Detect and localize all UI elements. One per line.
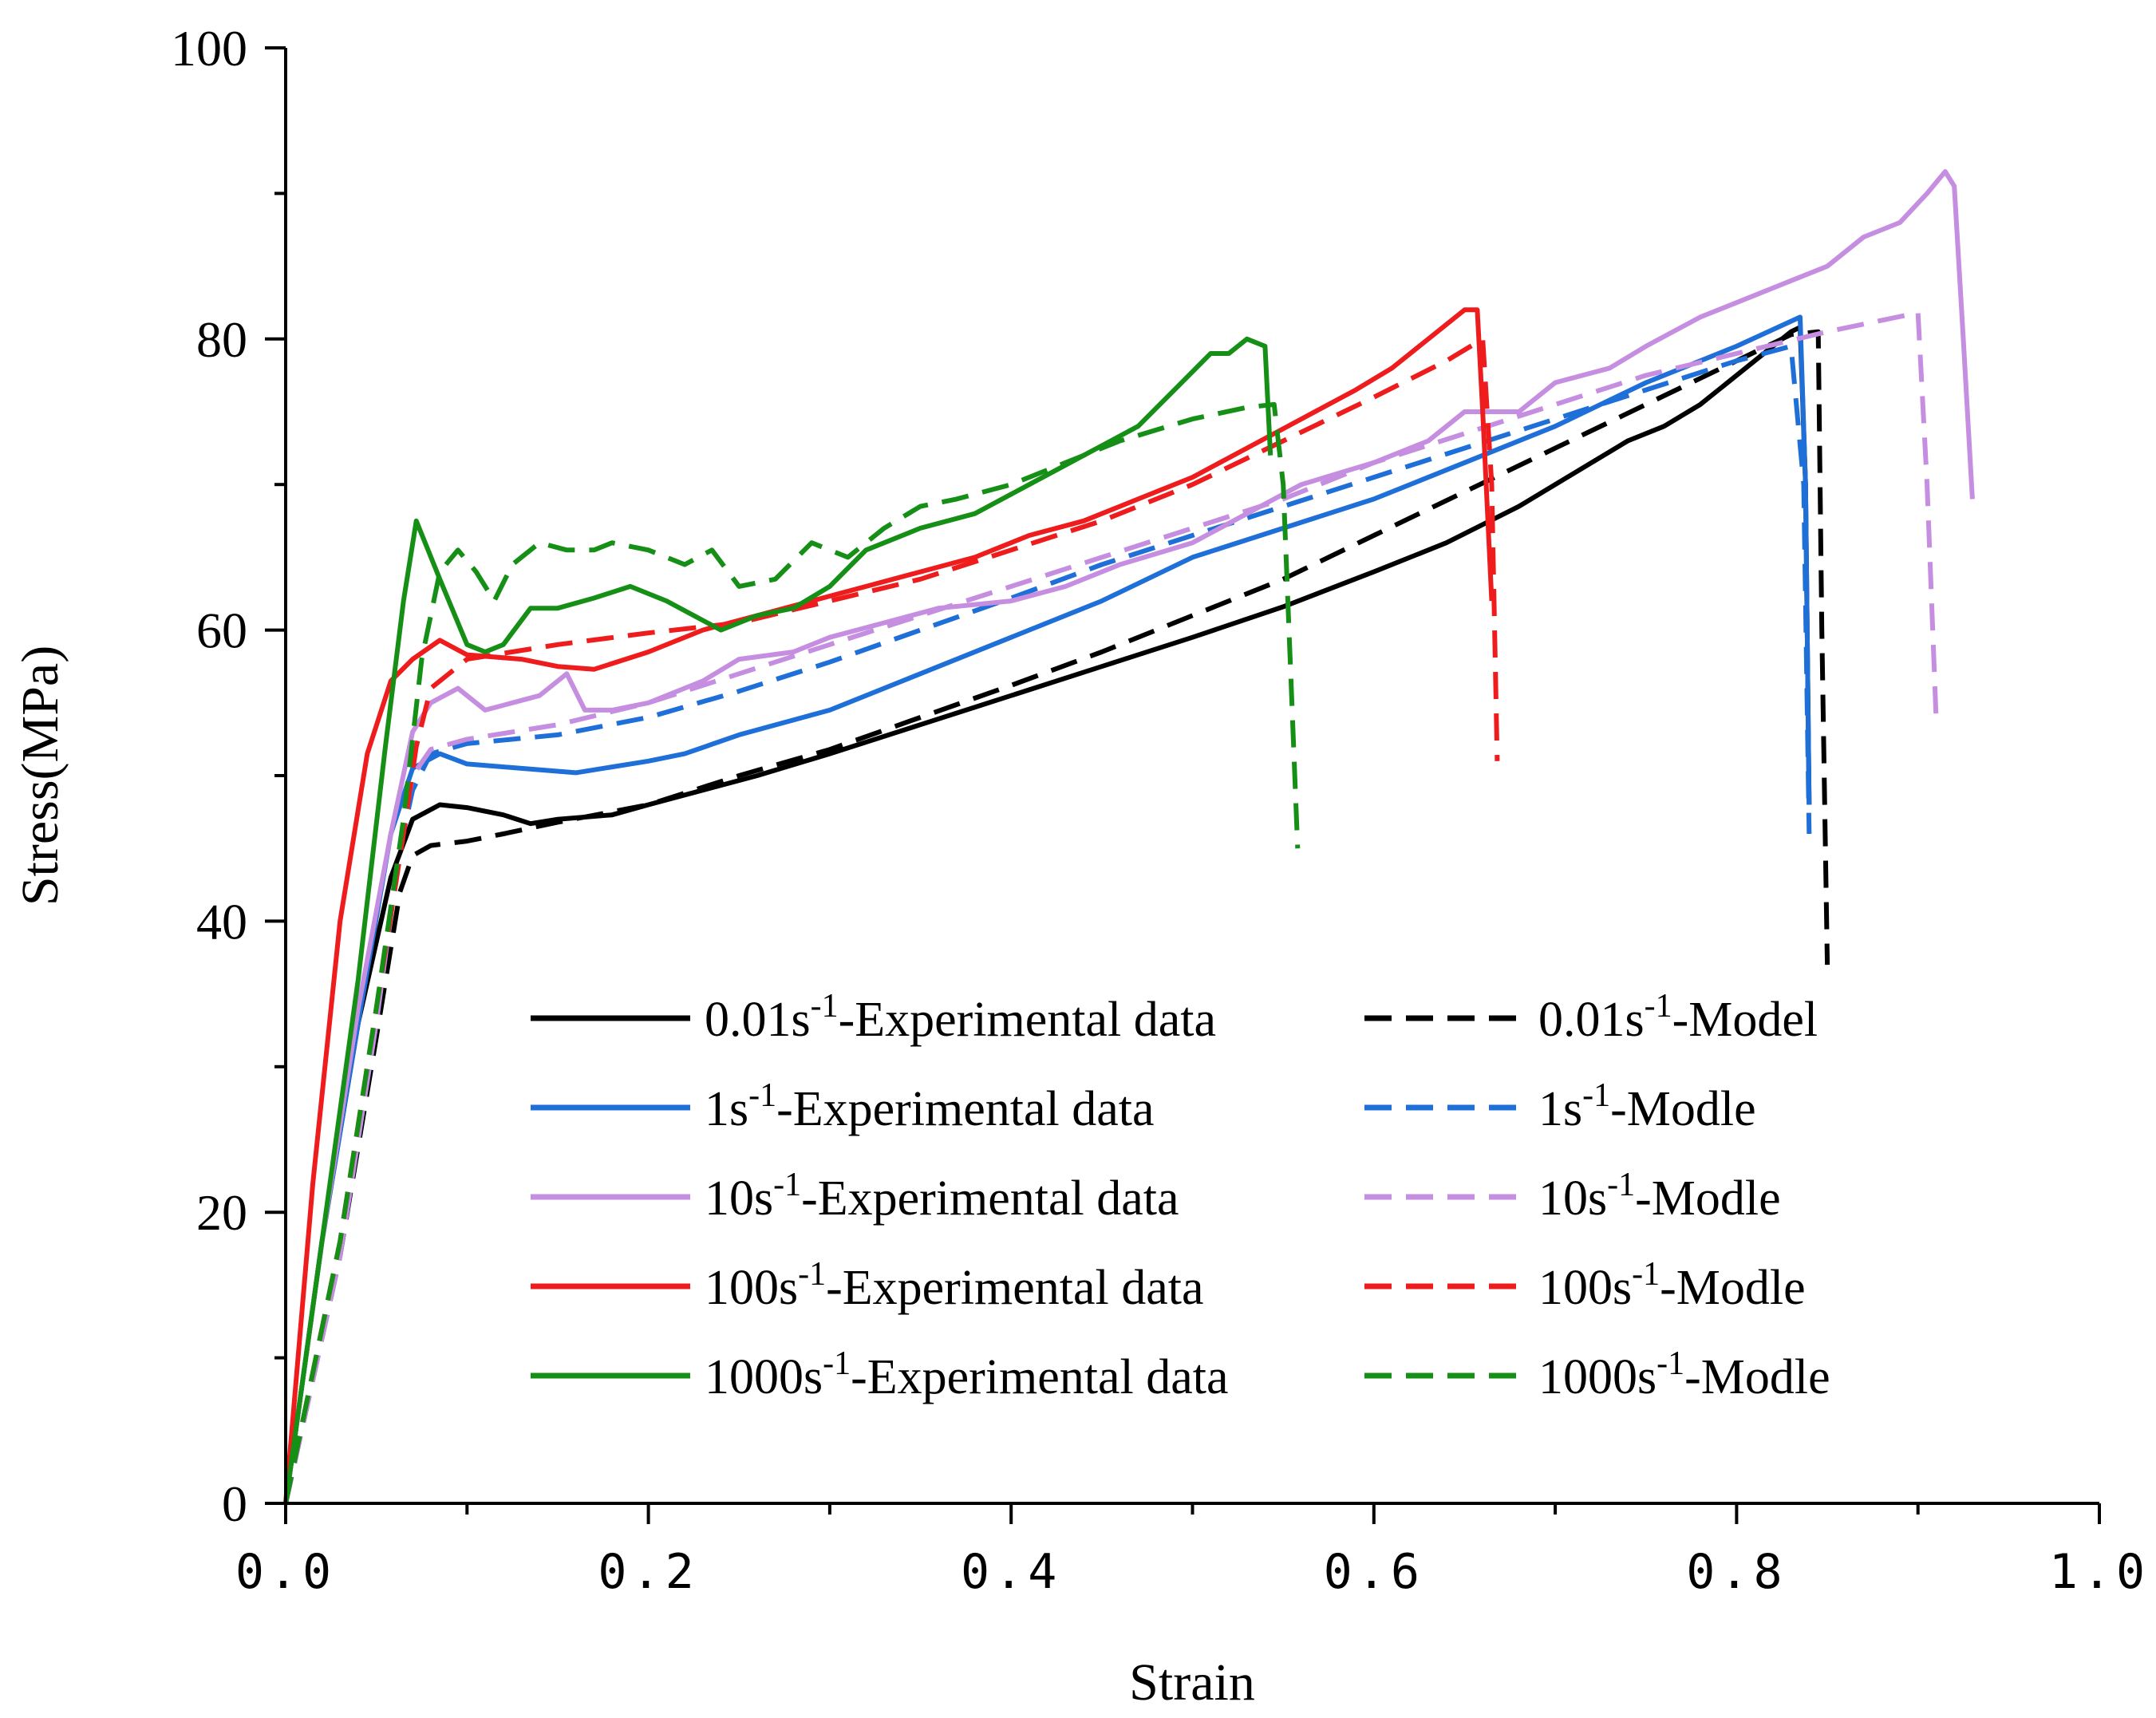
x-tick-label: 0.4: [961, 1544, 1061, 1600]
legend-label-base: 0.01s: [705, 993, 811, 1047]
legend-label-suffix: -Experimental data: [826, 1261, 1203, 1315]
legend-label-base: 100s: [705, 1261, 798, 1315]
legend-label-superscript: -1: [1607, 1167, 1635, 1203]
x-axis-title: Strain: [1129, 1653, 1255, 1712]
series-line-3: [283, 343, 1812, 1504]
y-tick-label: 80: [196, 311, 247, 368]
legend-label: 100s-1-Experimental data: [705, 1256, 1204, 1315]
legend-label-superscript: -1: [823, 1345, 851, 1382]
legend-label-superscript: -1: [1656, 1345, 1684, 1382]
series-line-4: [283, 169, 1975, 1504]
x-tick-label: 1.0: [2049, 1544, 2150, 1600]
legend-label-superscript: -1: [1582, 1077, 1610, 1114]
legend-label: 1000s-1-Modle: [1538, 1345, 1830, 1404]
ticks: [265, 46, 2101, 1524]
legend-label-base: 10s: [1538, 1171, 1607, 1226]
series-line-0: [283, 325, 1812, 1504]
legend-label-suffix: -Experimental data: [801, 1171, 1179, 1226]
legend-label-superscript: -1: [1632, 1256, 1660, 1293]
series-line-1: [283, 329, 1830, 1504]
legend-label-superscript: -1: [811, 988, 839, 1025]
legend-label-suffix: -Experimental data: [839, 993, 1216, 1047]
legend-label-base: 1000s: [705, 1350, 823, 1404]
legend-label-suffix: -Model: [1672, 993, 1818, 1047]
legend-label-superscript: -1: [798, 1256, 826, 1293]
legend-label-superscript: -1: [748, 1077, 776, 1114]
legend-label-base: 0.01s: [1538, 993, 1645, 1047]
x-tick-label: 0.0: [235, 1544, 336, 1600]
legend-label-superscript: -1: [773, 1167, 801, 1203]
legend-label: 100s-1-Modle: [1538, 1256, 1806, 1315]
series-line-9: [283, 401, 1301, 1504]
plot-lines: [283, 169, 1975, 1504]
legend-label: 10s-1-Experimental data: [705, 1167, 1179, 1226]
legend-label-superscript: -1: [1645, 988, 1672, 1025]
y-tick-label: 0: [222, 1475, 247, 1532]
x-tick-label: 0.2: [598, 1544, 698, 1600]
legend-label-base: 1000s: [1538, 1350, 1656, 1404]
x-tick-label: 0.6: [1324, 1544, 1424, 1600]
legend-label-suffix: -Modle: [1660, 1261, 1806, 1315]
legend-label-base: 100s: [1538, 1261, 1632, 1315]
legend-label: 1000s-1-Experimental data: [705, 1345, 1229, 1404]
series-line-6: [283, 307, 1495, 1504]
tick-labels: 0 20 40 60 80 100 0.0 0.2 0.4 0.6 0.8 1.0: [171, 20, 2150, 1600]
series-line-8: [283, 336, 1273, 1504]
legend-label-suffix: -Experimental data: [851, 1350, 1228, 1404]
y-tick-label: 20: [196, 1184, 247, 1241]
legend-label-suffix: -Modle: [1635, 1171, 1781, 1226]
legend: 0.01s-1-Experimental data 0.01s-1-Model1s…: [531, 988, 1830, 1404]
legend-label-base: 1s: [1538, 1082, 1582, 1136]
series-line-2: [283, 314, 1812, 1504]
y-axis-title: Stress(MPa): [11, 646, 69, 906]
legend-label-base: 1s: [705, 1082, 748, 1136]
series-line-5: [283, 310, 1939, 1504]
series-line-7: [283, 336, 1500, 1504]
legend-label: 0.01s-1-Experimental data: [705, 988, 1216, 1047]
y-tick-label: 40: [196, 893, 247, 950]
legend-label-suffix: -Experimental data: [776, 1082, 1154, 1136]
legend-label: 0.01s-1-Model: [1538, 988, 1818, 1047]
x-tick-label: 0.8: [1686, 1544, 1787, 1600]
legend-label-suffix: -Modle: [1610, 1082, 1756, 1136]
y-tick-label: 100: [171, 20, 247, 77]
legend-label-suffix: -Modle: [1684, 1350, 1830, 1404]
legend-label: 10s-1-Modle: [1538, 1167, 1781, 1226]
legend-label: 1s-1-Experimental data: [705, 1077, 1155, 1136]
y-tick-label: 60: [196, 602, 247, 659]
legend-label-base: 10s: [705, 1171, 773, 1226]
legend-label: 1s-1-Modle: [1538, 1077, 1756, 1136]
